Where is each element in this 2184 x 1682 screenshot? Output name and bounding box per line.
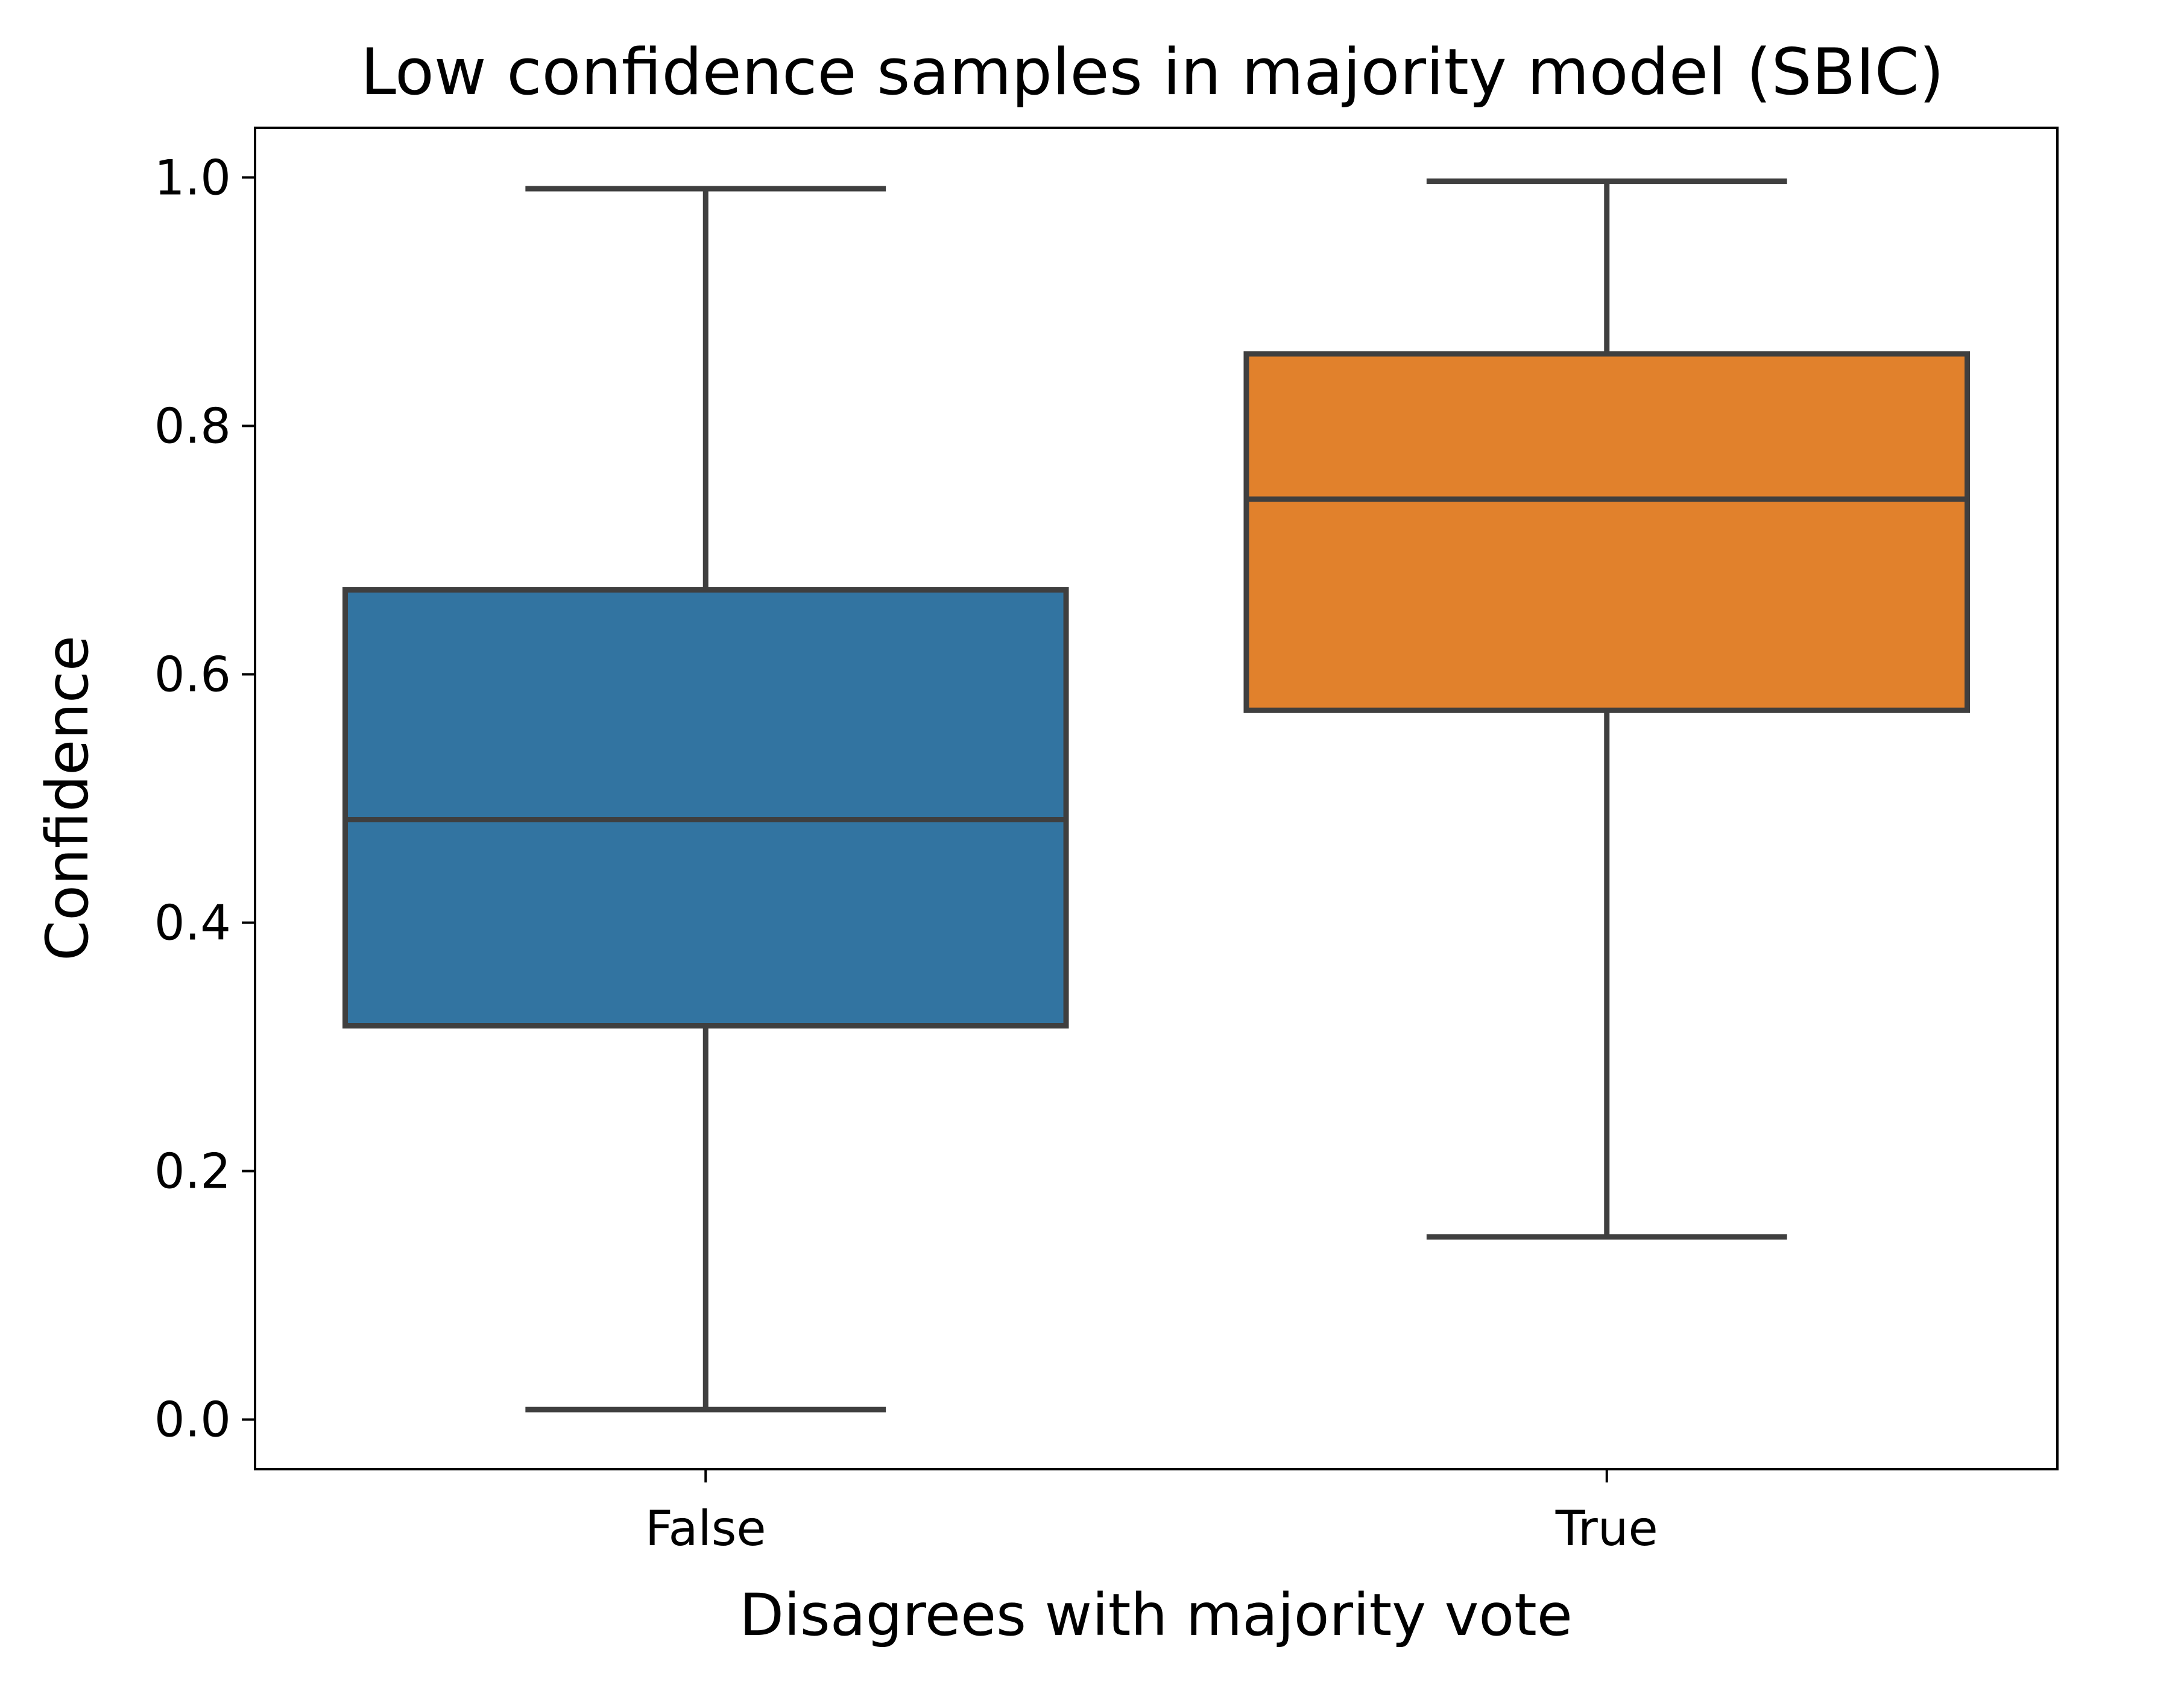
x-axis-label: Disagrees with majority vote	[739, 1581, 1573, 1649]
y-tick-label: 0.0	[154, 1392, 231, 1448]
box-true	[1243, 178, 1971, 1240]
y-tick-label: 0.6	[154, 646, 231, 702]
y-tick-label: 0.4	[154, 895, 231, 951]
y-axis-ticks: 0.0 0.2 0.4 0.6 0.8 1.0	[154, 150, 255, 1448]
x-tick-label-true: True	[1555, 1501, 1658, 1557]
y-axis-label: Confidence	[34, 635, 101, 961]
y-tick-label: 1.0	[154, 150, 231, 206]
y-tick-label: 0.2	[154, 1144, 231, 1200]
x-tick-label-false: False	[645, 1501, 766, 1557]
y-tick-label: 0.8	[154, 398, 231, 454]
box-false	[342, 186, 1069, 1413]
x-axis-ticks: False True	[645, 1469, 1658, 1557]
iqr-box-false	[342, 587, 1069, 1029]
boxes	[342, 178, 1971, 1413]
iqr-box-true	[1243, 351, 1971, 713]
plot-frame	[254, 127, 2059, 1470]
chart-title: Low confidence samples in majority model…	[361, 35, 1944, 109]
